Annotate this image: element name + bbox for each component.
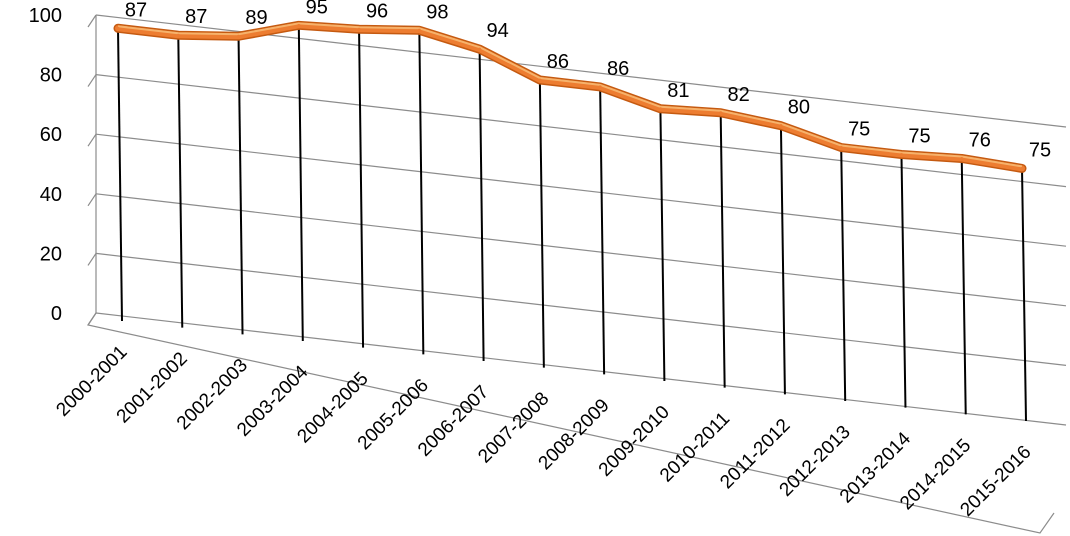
data-label-2008-2009: 86	[607, 58, 629, 80]
drop-line-2012-2013	[840, 147, 847, 402]
chart-gridlines	[87, 14, 1067, 534]
data-point-2006-2007	[478, 47, 482, 51]
data-label-2001-2002: 87	[185, 6, 207, 28]
data-point-2000-2001	[116, 26, 120, 30]
data-label-2007-2008: 86	[547, 51, 569, 73]
drop-line-2001-2002	[177, 35, 184, 328]
data-point-2010-2011	[719, 111, 723, 115]
drop-line-2007-2008	[538, 79, 545, 368]
drop-line-2010-2011	[719, 112, 726, 388]
y-tick-label-100: 100	[29, 5, 62, 27]
series-line-body	[115, 22, 1025, 172]
data-point-2002-2003	[237, 34, 241, 38]
y-tick-label-60: 60	[40, 124, 62, 146]
data-point-2011-2012	[779, 124, 783, 128]
data-point-2015-2016	[1020, 166, 1024, 170]
y-tick-label-80: 80	[40, 65, 62, 87]
data-label-2000-2001: 87	[125, 0, 147, 21]
side-wall-tick-80	[87, 74, 97, 87]
data-point-2001-2002	[176, 33, 180, 37]
y-tick-label-20: 20	[40, 243, 62, 265]
data-point-2003-2004	[297, 23, 301, 27]
drop-line-2011-2012	[779, 125, 786, 395]
data-point-2014-2015	[960, 156, 964, 160]
drop-line-2005-2006	[418, 30, 425, 355]
data-label-2013-2014: 75	[908, 126, 930, 148]
series-line-highlight	[117, 22, 1023, 168]
data-label-2014-2015: 76	[969, 129, 991, 151]
drop-line-2008-2009	[599, 86, 606, 375]
drop-line-2002-2003	[237, 36, 244, 335]
gridline-y-0	[95, 312, 1067, 426]
series-line-shadow	[113, 20, 1027, 173]
drop-line-2013-2014	[900, 154, 907, 408]
drop-line-2000-2001	[117, 28, 123, 322]
side-wall-tick-100	[87, 14, 97, 28]
data-label-2002-2003: 89	[245, 7, 267, 29]
data-label-2009-2010: 81	[667, 80, 689, 102]
drop-lines	[117, 25, 1027, 422]
drop-line-2003-2004	[297, 25, 304, 342]
x-axis-tick-labels: 2000-20012001-20022002-20032003-20042004…	[52, 342, 1035, 521]
gridline-y-60	[95, 133, 1067, 247]
data-point-2013-2014	[899, 153, 903, 157]
side-wall-tick-20	[87, 253, 97, 266]
series-line	[113, 20, 1027, 173]
data-label-2004-2005: 96	[366, 0, 388, 22]
drop-line-2014-2015	[960, 158, 967, 415]
drop-line-2006-2007	[478, 49, 485, 362]
data-label-2015-2016: 75	[1029, 139, 1051, 161]
drop-line-2004-2005	[358, 29, 365, 348]
y-tick-label-0: 0	[51, 303, 62, 325]
data-labels: 87 87 89 95 96 98 94 86 86 81 82 80 75 75 76 75	[125, 0, 1051, 161]
gridline-y-80	[95, 74, 1067, 188]
y-tick-label-40: 40	[40, 184, 62, 206]
data-point-2005-2006	[417, 28, 421, 32]
y-axis-tick-labels: 0 20 40 60 80 100	[29, 5, 62, 325]
drop-line-2009-2010	[659, 108, 666, 382]
data-point-2012-2013	[839, 146, 843, 150]
data-label-2010-2011: 82	[728, 84, 750, 106]
data-label-2012-2013: 75	[848, 119, 870, 141]
data-point-2008-2009	[598, 85, 602, 89]
data-point-2009-2010	[658, 107, 662, 111]
data-label-2003-2004: 95	[306, 0, 328, 18]
data-point-2007-2008	[538, 78, 542, 82]
data-label-2005-2006: 98	[426, 1, 448, 23]
data-label-2006-2007: 94	[486, 20, 508, 42]
data-point-2004-2005	[357, 27, 361, 31]
side-wall-tick-60	[87, 133, 97, 147]
drop-line-2015-2016	[1021, 168, 1027, 422]
data-label-2011-2012: 80	[788, 97, 810, 119]
floor-edge	[87, 312, 1055, 534]
side-wall-tick-40	[87, 193, 97, 207]
